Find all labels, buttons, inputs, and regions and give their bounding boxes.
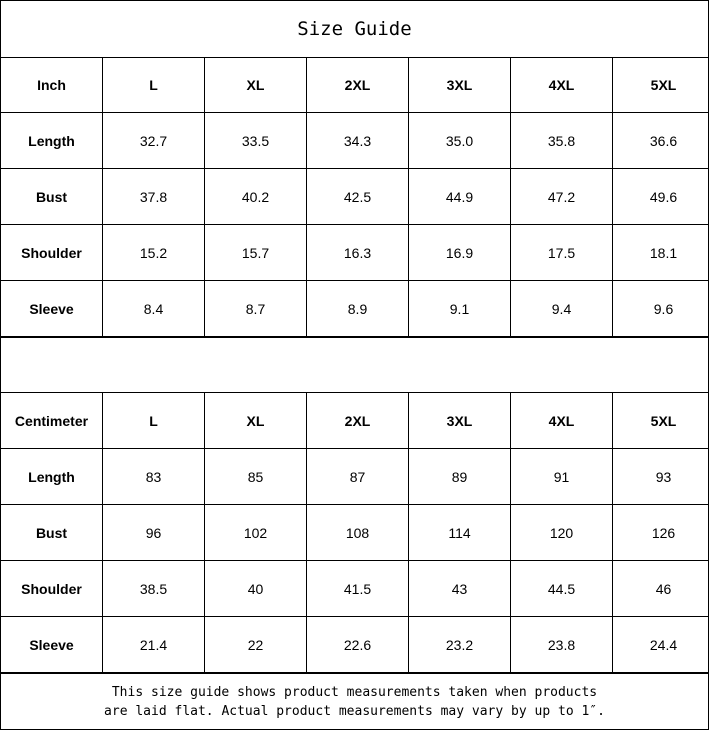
spacer-row	[1, 337, 708, 393]
row-label: Sleeve	[1, 616, 103, 673]
row-label: Bust	[1, 168, 103, 225]
measurement-cell: 49.6	[612, 168, 709, 225]
header-row: Centimeter L XL 2XL 3XL 4XL 5XL	[1, 393, 709, 449]
unit-label: Inch	[1, 57, 103, 113]
measurement-cell: 21.4	[102, 616, 205, 673]
measurement-cell: 102	[204, 504, 307, 561]
unit-label: Centimeter	[1, 393, 103, 449]
row-label: Shoulder	[1, 560, 103, 617]
row-label: Length	[1, 112, 103, 169]
measurement-cell: 87	[306, 448, 409, 505]
size-header: 3XL	[408, 393, 511, 449]
table-row: Shoulder 38.5 40 41.5 43 44.5 46	[1, 560, 709, 617]
table-row: Shoulder 15.2 15.7 16.3 16.9 17.5 18.1	[1, 224, 709, 281]
measurement-cell: 96	[102, 504, 205, 561]
size-header: 5XL	[612, 393, 709, 449]
size-header: L	[102, 393, 205, 449]
measurement-cell: 9.6	[612, 280, 709, 337]
measurement-cell: 17.5	[510, 224, 613, 281]
row-label: Length	[1, 448, 103, 505]
table-row: Sleeve 8.4 8.7 8.9 9.1 9.4 9.6	[1, 280, 709, 337]
table-row: Sleeve 21.4 22 22.6 23.2 23.8 24.4	[1, 616, 709, 673]
measurement-cell: 85	[204, 448, 307, 505]
centimeter-table: Centimeter L XL 2XL 3XL 4XL 5XL Length 83 85 87 89 9…	[1, 393, 709, 673]
measurement-cell: 22	[204, 616, 307, 673]
measurement-cell: 46	[612, 560, 709, 617]
size-header: 2XL	[306, 57, 409, 113]
measurement-cell: 43	[408, 560, 511, 617]
measurement-cell: 15.2	[102, 224, 205, 281]
measurement-cell: 24.4	[612, 616, 709, 673]
size-header: 4XL	[510, 393, 613, 449]
measurement-cell: 89	[408, 448, 511, 505]
measurement-cell: 23.8	[510, 616, 613, 673]
measurement-cell: 42.5	[306, 168, 409, 225]
measurement-cell: 108	[306, 504, 409, 561]
measurement-cell: 35.0	[408, 112, 511, 169]
measurement-cell: 8.9	[306, 280, 409, 337]
measurement-cell: 9.1	[408, 280, 511, 337]
size-header: 5XL	[612, 57, 709, 113]
measurement-cell: 18.1	[612, 224, 709, 281]
measurement-cell: 23.2	[408, 616, 511, 673]
measurement-cell: 126	[612, 504, 709, 561]
measurement-cell: 22.6	[306, 616, 409, 673]
row-label: Bust	[1, 504, 103, 561]
measurement-cell: 33.5	[204, 112, 307, 169]
measurement-cell: 44.9	[408, 168, 511, 225]
measurement-cell: 38.5	[102, 560, 205, 617]
row-label: Sleeve	[1, 280, 103, 337]
size-header: XL	[204, 57, 307, 113]
measurement-cell: 114	[408, 504, 511, 561]
table-row: Bust 37.8 40.2 42.5 44.9 47.2 49.6	[1, 168, 709, 225]
measurement-cell: 34.3	[306, 112, 409, 169]
footnote-line-1: This size guide shows product measuremen…	[111, 685, 598, 700]
page-title: Size Guide	[1, 1, 708, 58]
measurement-cell: 15.7	[204, 224, 307, 281]
measurement-cell: 41.5	[306, 560, 409, 617]
measurement-cell: 120	[510, 504, 613, 561]
measurement-cell: 83	[102, 448, 205, 505]
measurement-cell: 8.7	[204, 280, 307, 337]
inch-table: Inch L XL 2XL 3XL 4XL 5XL Length 32.7 33.5 34.3 35.…	[1, 57, 709, 337]
measurement-cell: 44.5	[510, 560, 613, 617]
measurement-cell: 47.2	[510, 168, 613, 225]
table-row: Length 32.7 33.5 34.3 35.0 35.8 36.6	[1, 112, 709, 169]
measurement-cell: 8.4	[102, 280, 205, 337]
size-header: L	[102, 57, 205, 113]
measurement-cell: 32.7	[102, 112, 205, 169]
measurement-cell: 40	[204, 560, 307, 617]
measurement-cell: 36.6	[612, 112, 709, 169]
header-row: Inch L XL 2XL 3XL 4XL 5XL	[1, 57, 709, 113]
size-header: 4XL	[510, 57, 613, 113]
measurement-cell: 40.2	[204, 168, 307, 225]
measurement-cell: 16.9	[408, 224, 511, 281]
size-header: 2XL	[306, 393, 409, 449]
footnote-line-2: are laid flat. Actual product measuremen…	[104, 704, 605, 719]
size-header: XL	[204, 393, 307, 449]
table-row: Length 83 85 87 89 91 93	[1, 448, 709, 505]
table-row: Bust 96 102 108 114 120 126	[1, 504, 709, 561]
measurement-cell: 93	[612, 448, 709, 505]
measurement-cell: 35.8	[510, 112, 613, 169]
measurement-cell: 16.3	[306, 224, 409, 281]
footnote: This size guide shows product measuremen…	[1, 673, 708, 730]
measurement-cell: 37.8	[102, 168, 205, 225]
size-header: 3XL	[408, 57, 511, 113]
row-label: Shoulder	[1, 224, 103, 281]
measurement-cell: 9.4	[510, 280, 613, 337]
measurement-cell: 91	[510, 448, 613, 505]
